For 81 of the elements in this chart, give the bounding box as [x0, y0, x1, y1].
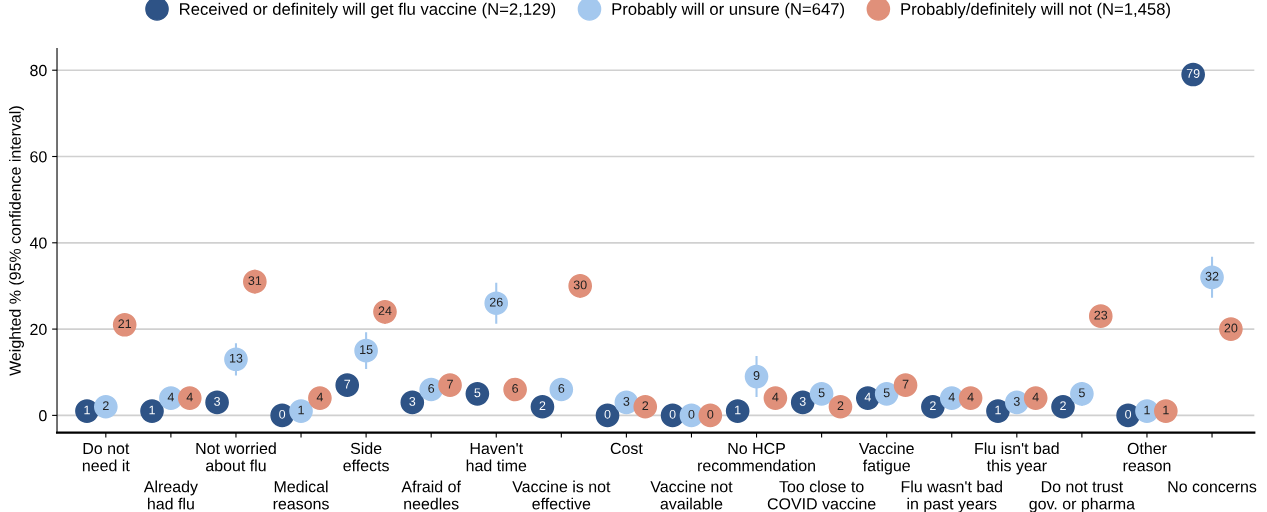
data-label: 20 — [1224, 323, 1238, 333]
data-label: 4 — [167, 392, 174, 402]
x-tick-label: Do not need it — [82, 442, 130, 472]
data-label: 3 — [623, 396, 630, 406]
x-tick-label: Side effects — [343, 442, 389, 472]
data-label: 4 — [186, 392, 193, 402]
data-label: 1 — [995, 405, 1001, 415]
data-label: 0 — [688, 409, 695, 419]
data-label: 4 — [1032, 392, 1039, 402]
legend-label: Probably/definitely will not (N=1,458) — [901, 2, 1170, 19]
data-label: 15 — [360, 345, 373, 355]
data-label: 32 — [1205, 271, 1219, 281]
data-label: 21 — [118, 319, 132, 329]
x-tick-label: Other reason — [1123, 442, 1171, 472]
data-label: 30 — [573, 280, 587, 290]
data-label: 2 — [1060, 401, 1066, 410]
x-tick-label: Haven't had time — [466, 442, 527, 472]
x-tick-label: No HCP recommendation — [698, 442, 815, 472]
data-label: 5 — [474, 388, 481, 398]
data-label: 1 — [1163, 405, 1169, 415]
data-label: 4 — [772, 392, 779, 402]
legend-label: Probably will or unsure (N=647) — [612, 2, 845, 19]
x-tick-label: Cost — [610, 442, 643, 455]
data-label: 1 — [84, 405, 90, 415]
data-label: 0 — [604, 409, 611, 419]
y-tick-label: 20 — [30, 323, 47, 336]
data-label: 2 — [837, 401, 844, 410]
data-label: 2 — [102, 401, 109, 410]
data-label: 23 — [1094, 310, 1108, 320]
data-label: 1 — [298, 405, 304, 415]
data-label: 24 — [378, 306, 392, 316]
y-tick-label: 60 — [30, 151, 47, 163]
x-tick-label: Not worried about flu — [196, 442, 276, 472]
data-label: 1 — [1144, 405, 1150, 415]
x-tick-label: Do not trust gov. or pharma — [1029, 481, 1136, 512]
data-label: 6 — [428, 384, 435, 393]
data-label: 6 — [512, 384, 519, 393]
data-label: 4 — [316, 392, 324, 402]
data-label: 1 — [149, 405, 155, 415]
data-label: 4 — [864, 392, 871, 402]
y-axis-title: Weighted % (95% confidence interval) — [9, 106, 24, 376]
data-label: 7 — [902, 379, 909, 389]
x-tick-label: Vaccine fatigue — [858, 442, 914, 475]
y-tick-label: 40 — [29, 237, 47, 249]
data-label: 9 — [753, 371, 760, 380]
data-label: 5 — [818, 388, 825, 398]
x-tick-label: Vaccine is not effective — [512, 480, 611, 510]
data-label: 4 — [948, 392, 955, 402]
data-label: 7 — [447, 379, 453, 389]
legend-label: Received or definitely will get flu vaccine (N=2,129) — [180, 2, 556, 19]
x-tick-label: Medical reasons — [273, 480, 329, 510]
y-tick-label: 0 — [39, 410, 47, 422]
x-tick-label: Flu isn't bad this year — [975, 442, 1059, 475]
data-label: 2 — [642, 401, 649, 410]
data-label: 0 — [707, 409, 714, 419]
data-label: 2 — [930, 401, 936, 410]
x-tick-label: Too close to COVID vaccine — [767, 480, 876, 510]
data-label: 0 — [1125, 409, 1132, 419]
x-tick-label: Already had flu — [143, 480, 198, 510]
data-label: 13 — [229, 353, 243, 363]
data-label: 31 — [248, 276, 262, 285]
data-label: 6 — [558, 384, 565, 393]
data-label: 26 — [489, 297, 503, 307]
x-tick-label: No concerns — [1168, 481, 1257, 493]
x-tick-label: Vaccine not available — [650, 480, 733, 510]
y-tick-label: 80 — [30, 64, 47, 77]
data-label: 4 — [967, 392, 974, 402]
data-label: 7 — [344, 379, 351, 389]
data-label: 79 — [1186, 69, 1200, 78]
data-label: 3 — [214, 396, 221, 406]
data-label: 5 — [1078, 388, 1085, 398]
data-label: 0 — [279, 409, 286, 419]
data-label: 3 — [799, 396, 806, 406]
data-label: 2 — [539, 401, 546, 410]
data-label: 1 — [735, 405, 741, 415]
data-label: 3 — [409, 396, 416, 406]
x-tick-label: Afraid of needles — [401, 480, 461, 510]
x-tick-label: Flu wasn't bad in past years — [901, 480, 1002, 512]
data-label: 5 — [883, 388, 890, 398]
data-label: 0 — [669, 409, 676, 419]
data-label: 3 — [1013, 396, 1020, 406]
